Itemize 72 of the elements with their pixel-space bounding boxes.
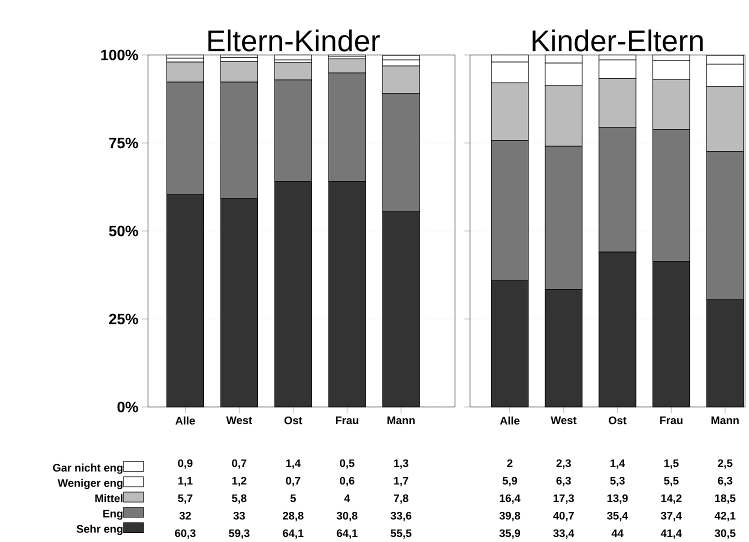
data-label: 35,4 xyxy=(607,512,628,522)
data-label: 60,3 xyxy=(174,529,196,539)
data-label: 30,5 xyxy=(714,529,736,539)
x-tick-label: West xyxy=(550,416,577,424)
data-label: 5 xyxy=(290,494,296,502)
x-tick-label: Frau xyxy=(336,416,358,424)
x-tick-label: Ost xyxy=(608,416,626,424)
data-label: 0,7 xyxy=(232,459,246,469)
data-label: 4 xyxy=(344,494,350,502)
x-tick-label: Mann xyxy=(387,416,415,424)
data-label: 33 xyxy=(233,512,245,520)
data-label: 1,7 xyxy=(394,476,408,486)
data-label: 0,5 xyxy=(340,459,354,469)
data-label: 1,4 xyxy=(286,459,301,469)
x-tick-label: Ost xyxy=(284,416,302,424)
data-label: 1,2 xyxy=(232,476,246,486)
y-tick-label: 50% xyxy=(109,226,138,236)
y-tick-label: 75% xyxy=(109,138,138,148)
data-label: 7,8 xyxy=(394,494,408,504)
y-tick-label: 100% xyxy=(101,50,138,60)
data-label: 18,5 xyxy=(715,494,736,504)
chart-title: Eltern-Kinder xyxy=(208,30,380,52)
data-label: 17,3 xyxy=(554,494,574,504)
data-label: 1,5 xyxy=(664,459,679,469)
data-label: 13,9 xyxy=(607,494,628,504)
data-label: 5,3 xyxy=(610,476,625,486)
x-tick-label: West xyxy=(226,416,252,424)
y-tick-label: 0% xyxy=(117,402,138,412)
data-label: 0,7 xyxy=(286,476,300,486)
data-label: 5,7 xyxy=(178,494,192,504)
data-label: 32 xyxy=(179,512,191,520)
legend-label: Eng xyxy=(103,510,122,520)
data-label: 2,3 xyxy=(556,459,571,469)
data-label: 5,9 xyxy=(502,476,518,486)
data-label: 0,6 xyxy=(340,476,354,486)
chart-title: Kinder-Eltern xyxy=(532,30,703,52)
legend-label: Gar nicht eng xyxy=(53,464,122,474)
data-label: 5,5 xyxy=(664,476,679,486)
data-label: 2 xyxy=(507,459,512,467)
legend-label: Weniger eng xyxy=(58,478,122,490)
x-tick-label: Alle xyxy=(500,416,520,425)
data-label: 0,9 xyxy=(178,459,192,469)
data-label: 59,3 xyxy=(228,529,250,539)
data-label: 42,1 xyxy=(714,512,736,522)
x-tick-label: Alle xyxy=(175,416,195,425)
data-label: 64,1 xyxy=(282,529,304,539)
legend-label: Sehr eng xyxy=(76,524,122,536)
data-label: 30,8 xyxy=(336,512,358,522)
y-tick-label: 25% xyxy=(109,314,138,324)
data-label: 2,5 xyxy=(718,459,732,469)
data-label: 40,7 xyxy=(553,512,574,522)
data-label: 33,6 xyxy=(390,512,412,522)
data-label: 6,3 xyxy=(718,476,732,486)
data-label: 1,4 xyxy=(610,459,626,469)
data-label: 55,5 xyxy=(390,529,412,539)
data-label: 41,4 xyxy=(660,529,682,539)
data-label: 64,1 xyxy=(336,529,358,539)
data-label: 44 xyxy=(612,529,624,537)
legend-label: Mittel xyxy=(95,494,122,502)
x-tick-label: Frau xyxy=(660,416,682,424)
data-label: 28,8 xyxy=(282,512,304,522)
data-label: 1,3 xyxy=(394,459,408,469)
x-tick-label: Mann xyxy=(712,416,739,424)
data-label: 37,4 xyxy=(660,512,682,522)
data-label: 33,4 xyxy=(553,529,574,539)
data-label: 35,9 xyxy=(499,529,520,539)
data-label: 1,1 xyxy=(178,476,193,486)
data-label: 16,4 xyxy=(500,494,520,504)
data-label: 5,8 xyxy=(232,494,246,504)
data-label: 6,3 xyxy=(556,476,571,486)
data-label: 14,2 xyxy=(661,494,682,504)
data-label: 39,8 xyxy=(499,512,520,522)
